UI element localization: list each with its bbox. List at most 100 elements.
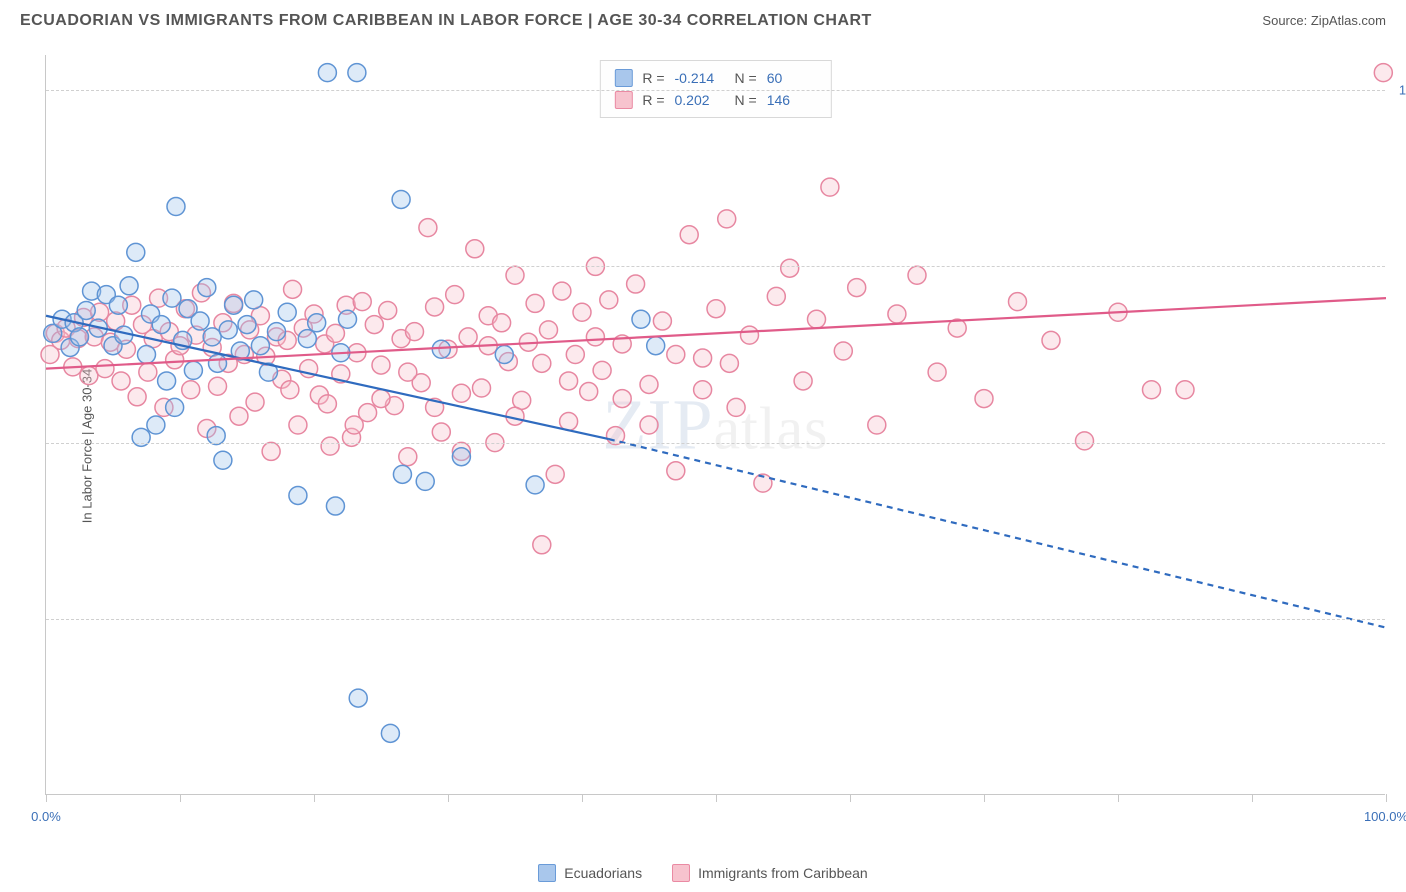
data-point — [495, 346, 513, 364]
data-point — [251, 337, 269, 355]
data-point — [1009, 293, 1027, 311]
data-point — [80, 367, 98, 385]
x-tick — [716, 794, 717, 802]
chart-title: ECUADORIAN VS IMMIGRANTS FROM CARIBBEAN … — [20, 12, 872, 30]
data-point — [794, 372, 812, 390]
data-point — [680, 226, 698, 244]
data-point — [466, 240, 484, 258]
data-point — [289, 416, 307, 434]
data-point — [533, 536, 551, 554]
legend-item-caribbean: Immigrants from Caribbean — [672, 864, 868, 882]
data-point — [546, 465, 564, 483]
data-point — [526, 476, 544, 494]
data-point — [230, 407, 248, 425]
data-point — [627, 275, 645, 293]
data-point — [540, 321, 558, 339]
data-point — [308, 314, 326, 332]
data-point — [267, 323, 285, 341]
data-point — [452, 448, 470, 466]
x-tick — [984, 794, 985, 802]
data-point — [908, 266, 926, 284]
data-point — [975, 390, 993, 408]
x-tick-label: 0.0% — [31, 809, 61, 824]
data-point — [653, 312, 671, 330]
data-point — [1176, 381, 1194, 399]
trend-line — [609, 439, 1386, 628]
data-point — [372, 356, 390, 374]
data-point — [349, 689, 367, 707]
data-point — [419, 219, 437, 237]
data-point — [209, 377, 227, 395]
data-point — [868, 416, 886, 434]
data-point — [281, 381, 299, 399]
data-point — [834, 342, 852, 360]
data-point — [219, 321, 237, 339]
data-point — [446, 286, 464, 304]
data-point — [191, 312, 209, 330]
data-point — [262, 442, 280, 460]
data-point — [399, 363, 417, 381]
data-point — [163, 289, 181, 307]
data-point — [182, 381, 200, 399]
data-point — [278, 303, 296, 321]
chart-area: ZIPatlas R = -0.214 N = 60 R = 0.202 N =… — [45, 55, 1385, 795]
data-point — [667, 346, 685, 364]
x-tick — [180, 794, 181, 802]
data-point — [560, 412, 578, 430]
data-point — [452, 384, 470, 402]
header-row: ECUADORIAN VS IMMIGRANTS FROM CARIBBEAN … — [0, 0, 1406, 34]
data-point — [71, 328, 89, 346]
data-point — [379, 301, 397, 319]
data-point — [96, 360, 114, 378]
data-point — [353, 293, 371, 311]
data-point — [238, 316, 256, 334]
data-point — [348, 64, 366, 82]
data-point — [198, 279, 216, 297]
gridline — [46, 90, 1385, 91]
data-point — [667, 462, 685, 480]
data-point — [392, 190, 410, 208]
data-point — [741, 326, 759, 344]
x-tick — [46, 794, 47, 802]
data-point — [365, 316, 383, 334]
data-point — [139, 363, 157, 381]
data-point — [138, 346, 156, 364]
data-point — [767, 287, 785, 305]
data-point — [718, 210, 736, 228]
source-attribution: Source: ZipAtlas.com — [1262, 13, 1386, 28]
legend-label-caribbean: Immigrants from Caribbean — [698, 865, 868, 881]
data-point — [120, 277, 138, 295]
gridline — [46, 443, 1385, 444]
data-point — [781, 259, 799, 277]
data-point — [640, 375, 658, 393]
data-point — [888, 305, 906, 323]
data-point — [632, 310, 650, 328]
data-point — [640, 416, 658, 434]
data-point — [694, 381, 712, 399]
data-point — [707, 300, 725, 318]
data-point — [821, 178, 839, 196]
data-point — [506, 266, 524, 284]
data-point — [225, 296, 243, 314]
data-point — [399, 448, 417, 466]
source-label: Source: — [1262, 13, 1307, 28]
data-point — [158, 372, 176, 390]
legend-item-ecuadorians: Ecuadorians — [538, 864, 642, 882]
series-legend: Ecuadorians Immigrants from Caribbean — [0, 864, 1406, 882]
data-point — [1374, 64, 1392, 82]
data-point — [152, 316, 170, 334]
data-point — [808, 310, 826, 328]
data-point — [245, 291, 263, 309]
data-point — [128, 388, 146, 406]
data-point — [77, 301, 95, 319]
data-point — [127, 243, 145, 261]
data-point — [109, 296, 127, 314]
data-point — [533, 354, 551, 372]
data-point — [848, 279, 866, 297]
x-tick — [582, 794, 583, 802]
data-point — [318, 395, 336, 413]
data-point — [928, 363, 946, 381]
data-point — [1143, 381, 1161, 399]
data-point — [184, 361, 202, 379]
data-point — [166, 398, 184, 416]
